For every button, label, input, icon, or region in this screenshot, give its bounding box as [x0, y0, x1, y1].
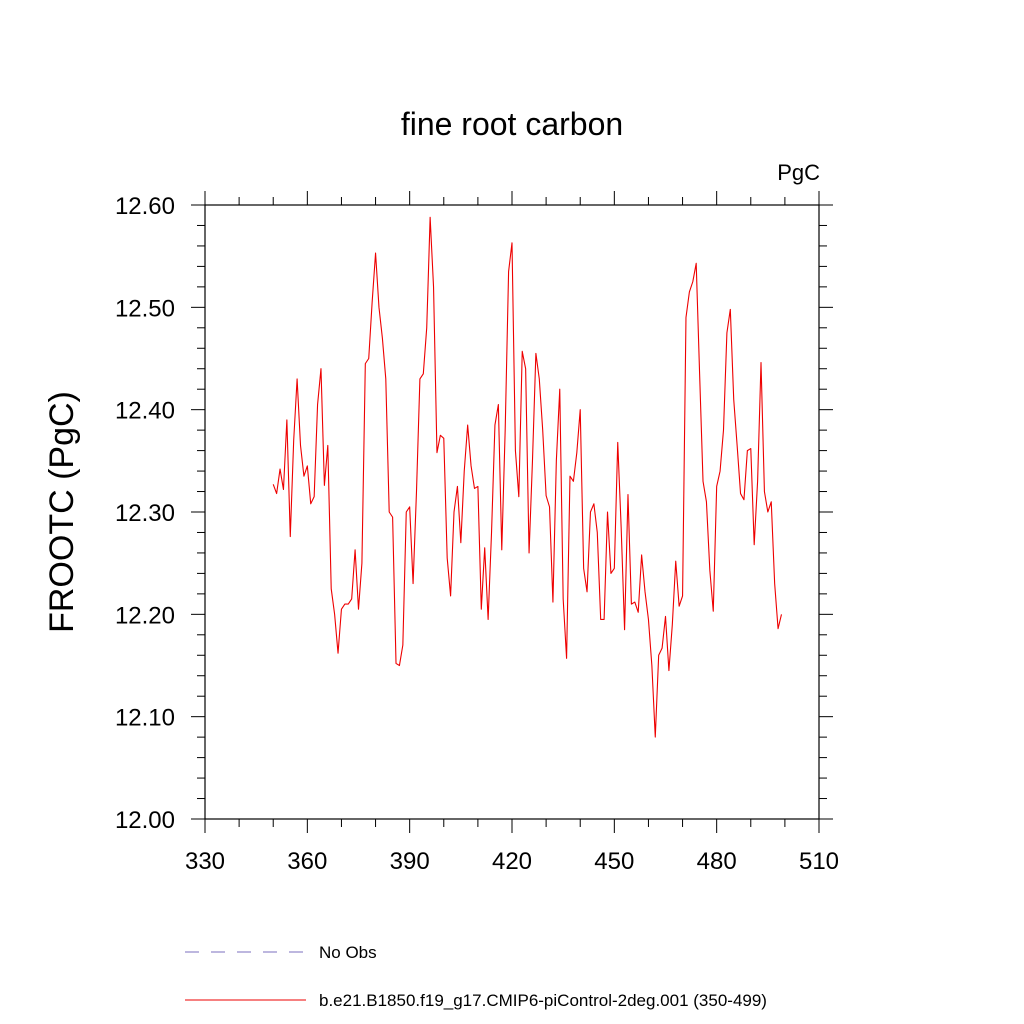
chart-title: fine root carbon [401, 106, 623, 142]
legend-label: b.e21.B1850.f19_g17.CMIP6-piControl-2deg… [319, 991, 767, 1010]
y-tick-label: 12.20 [115, 602, 175, 629]
y-tick-label: 12.10 [115, 705, 175, 732]
y-tick-label: 12.30 [115, 500, 175, 527]
plot-frame [204, 204, 820, 820]
x-tick-label: 390 [390, 848, 430, 875]
y-tick-label: 12.00 [115, 807, 175, 834]
x-tick-label: 360 [287, 848, 327, 875]
axis-ticks: 330 360 390 420 450 480 510 12.00 12.10 12.20 12.3… [115, 191, 839, 875]
series-layer [272, 216, 783, 738]
x-tick-label: 420 [492, 848, 532, 875]
x-tick-label: 450 [594, 848, 634, 875]
y-tick-label: 12.50 [115, 295, 175, 322]
units-label: PgC [777, 160, 820, 185]
x-tick-label: 510 [799, 848, 839, 875]
x-tick-label: 330 [185, 848, 225, 875]
series-line [272, 216, 783, 738]
legend-label: No Obs [319, 943, 377, 962]
legend: No Obs b.e21.B1850.f19_g17.CMIP6-piContro… [185, 943, 767, 1010]
y-tick-label: 12.60 [115, 193, 175, 220]
y-axis-label: FROOTC (PgC) [43, 391, 81, 633]
y-tick-label: 12.40 [115, 398, 175, 425]
x-tick-label: 480 [697, 848, 737, 875]
